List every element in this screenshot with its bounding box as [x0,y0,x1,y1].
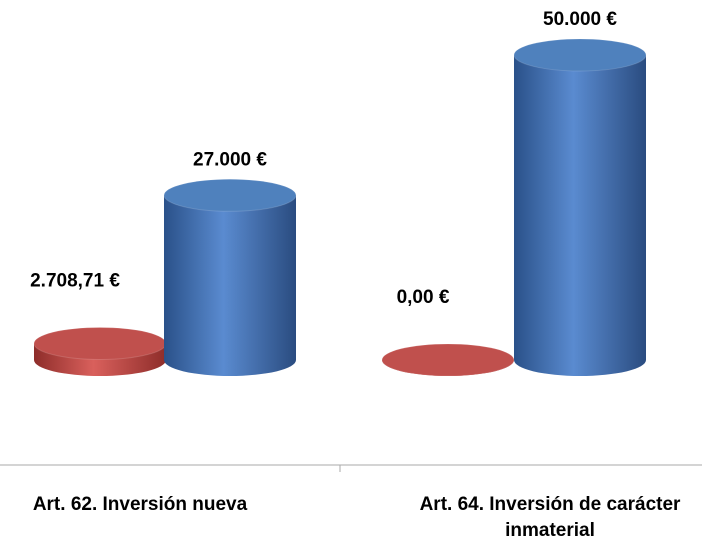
cylinder [33,326,167,376]
value-label: 50.000 € [543,9,617,30]
value-label: 2.708,71 € [30,270,120,291]
value-label: 27.000 € [193,149,267,170]
x-tick-label: Art. 62. Inversión nueva [32,494,248,515]
x-tick-label: Art. 64. Inversión de carácter inmateria… [419,494,681,541]
value-label: 0,00 € [397,287,450,308]
cylinder [513,38,647,376]
cylinder [163,178,297,376]
cylinder-top [163,178,297,212]
cylinder-body [514,55,646,376]
cylinder-top [381,343,515,377]
cylinder-top [513,38,647,72]
cylinder-top [33,326,167,360]
cylinder [381,343,515,377]
cylinder-body [164,195,296,376]
